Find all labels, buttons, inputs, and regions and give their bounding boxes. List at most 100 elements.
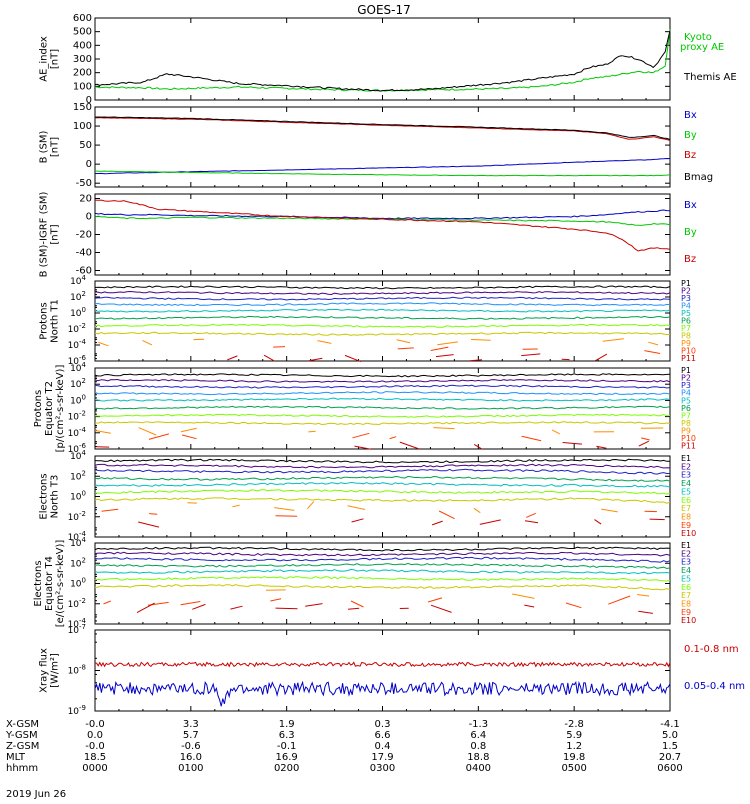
bsm-legend-bz: Bz [684,150,696,161]
e2-fragment-e10 [305,604,322,607]
ephem-value: 5.0 [662,730,678,741]
igrf-ytick-label: 0 [86,212,92,223]
p1-trace-p1 [95,286,670,289]
xray-series-red [95,662,670,666]
e1-fragment-e8 [274,508,294,511]
e2-ytick-label: 10-2 [68,597,86,610]
ephem-value: -1.3 [469,719,489,730]
p2-fragment-p9 [181,428,197,432]
e2-trace-e3 [95,557,670,562]
e2-legend-e10: E10 [681,616,696,625]
e1-trace-e7 [95,498,670,503]
ae-ytick-label: 100 [73,81,92,92]
ephem-value: 0.3 [375,719,391,730]
e2-ylabel: [e/(cm²-s-sr-keV)] [55,540,66,628]
panels: AE_index[nT]0100200300400500600Kyotoprox… [33,13,745,717]
p2-ytick-label: 10-2 [68,410,86,423]
p1-fragment-p9 [317,341,331,344]
e1-ytick-label: 10-2 [68,510,86,523]
e1-ylabel: North T3 [50,475,61,519]
ephem-value: 6.3 [279,730,295,741]
xray-legend-short: 0.05-0.4 nm [684,681,745,692]
ephem-value: 3.3 [183,719,199,730]
ae-legend-proxy: proxy AE [680,42,724,53]
ephem-value: 5.9 [566,730,582,741]
e1-fragment-e9 [149,514,157,515]
p1-fragment-p11 [436,355,454,357]
e2-fragment-e9 [270,599,281,601]
ephem-label-mlt: MLT [6,752,26,763]
ephem-value: -0.0 [85,719,105,730]
ephem-value: 18.8 [467,752,489,763]
bsm-ytick-label: -50 [76,178,92,189]
bsm-ytick-label: 50 [79,140,92,151]
e2-fragment-e10 [276,608,298,609]
e2-fragment-e9 [351,601,364,607]
ephem-value: 0400 [466,763,491,774]
e2-trace-e7 [95,585,670,590]
e2-fragment-e10 [230,606,242,609]
xray-series-blue [95,682,670,706]
e1-ytick-label: 100 [70,490,86,503]
p1-trace-p4 [95,303,670,306]
bsm-series-bz [95,118,670,141]
ae-ytick-label: 300 [73,54,92,65]
p1-ylabel: North T1 [50,299,61,343]
ephem-value: 0500 [561,763,586,774]
p1-fragment-p9 [142,340,152,345]
bsm-ylabel: [nT] [50,137,61,157]
p1-fragment-p9 [437,342,458,345]
p2-fragment-p9 [308,431,315,432]
e1-ylabel: Electrons [39,473,50,519]
e2-fragment-e8 [637,595,649,597]
p1-ytick-label: 10-2 [68,322,86,335]
bsm-legend-bx: Bx [684,110,697,121]
p1-trace-p6 [95,316,670,319]
ae-ytick-label: 200 [73,68,92,79]
p2-fragment-p10 [390,437,397,439]
ephem-label-x-gsm: X-GSM [6,719,39,730]
p1-fragment-p10 [644,351,660,354]
ephem-value: 6.4 [470,730,486,741]
p1-ylabel: Protons [39,302,50,339]
e2-fragment-e9 [608,596,630,604]
ephem-label-hhmm: hhmm [6,763,38,774]
ephem-value: 0300 [370,763,395,774]
p2-fragment-p10 [641,438,650,440]
p2-fragment-p9 [552,430,560,434]
e1-fragment-e10 [525,521,538,523]
igrf-ylabel: [nT] [50,224,61,244]
p1-ytick-label: 10-4 [68,338,87,351]
ephem-value: 0.8 [470,741,486,752]
ephem-value: -2.8 [564,719,584,730]
e2-fragment-e10 [192,604,205,609]
e2-frame [95,543,670,624]
e2-trace-e6 [95,577,670,582]
ephem-label-z-gsm: Z-GSM [6,741,39,752]
e2-fragment-e9 [428,598,442,602]
e2-trace-e5 [95,570,670,574]
xray-legend-long: 0.1-0.8 nm [684,644,739,655]
xray-ytick-label: 10-8 [68,664,86,677]
xray-ytick-label: 10-9 [68,704,86,717]
ephem-value: 1.5 [662,741,678,752]
e1-fragment-e10 [138,522,159,527]
ephem-value: 1.2 [566,741,582,752]
e1-fragment-e8 [232,505,239,507]
p1-ytick-label: 100 [70,306,86,319]
p2-fragment-p9 [139,428,157,435]
bsm-series-bx [95,159,670,174]
p2-trace-p5 [95,398,670,401]
bsm-ytick-label: 150 [73,102,92,113]
p1-fragment-p11 [227,356,237,360]
ephem-value: -0.0 [85,741,105,752]
p2-trace-p7 [95,414,670,417]
p2-fragment-p10 [182,435,196,439]
e2-ytick-label: 100 [70,577,86,590]
ephem-label-y-gsm: Y-GSM [5,730,38,741]
e1-fragment-e8 [601,509,618,512]
p1-trace-p2 [95,292,670,295]
igrf-ytick-label: -40 [76,248,92,259]
p1-fragment-p11 [264,355,274,361]
